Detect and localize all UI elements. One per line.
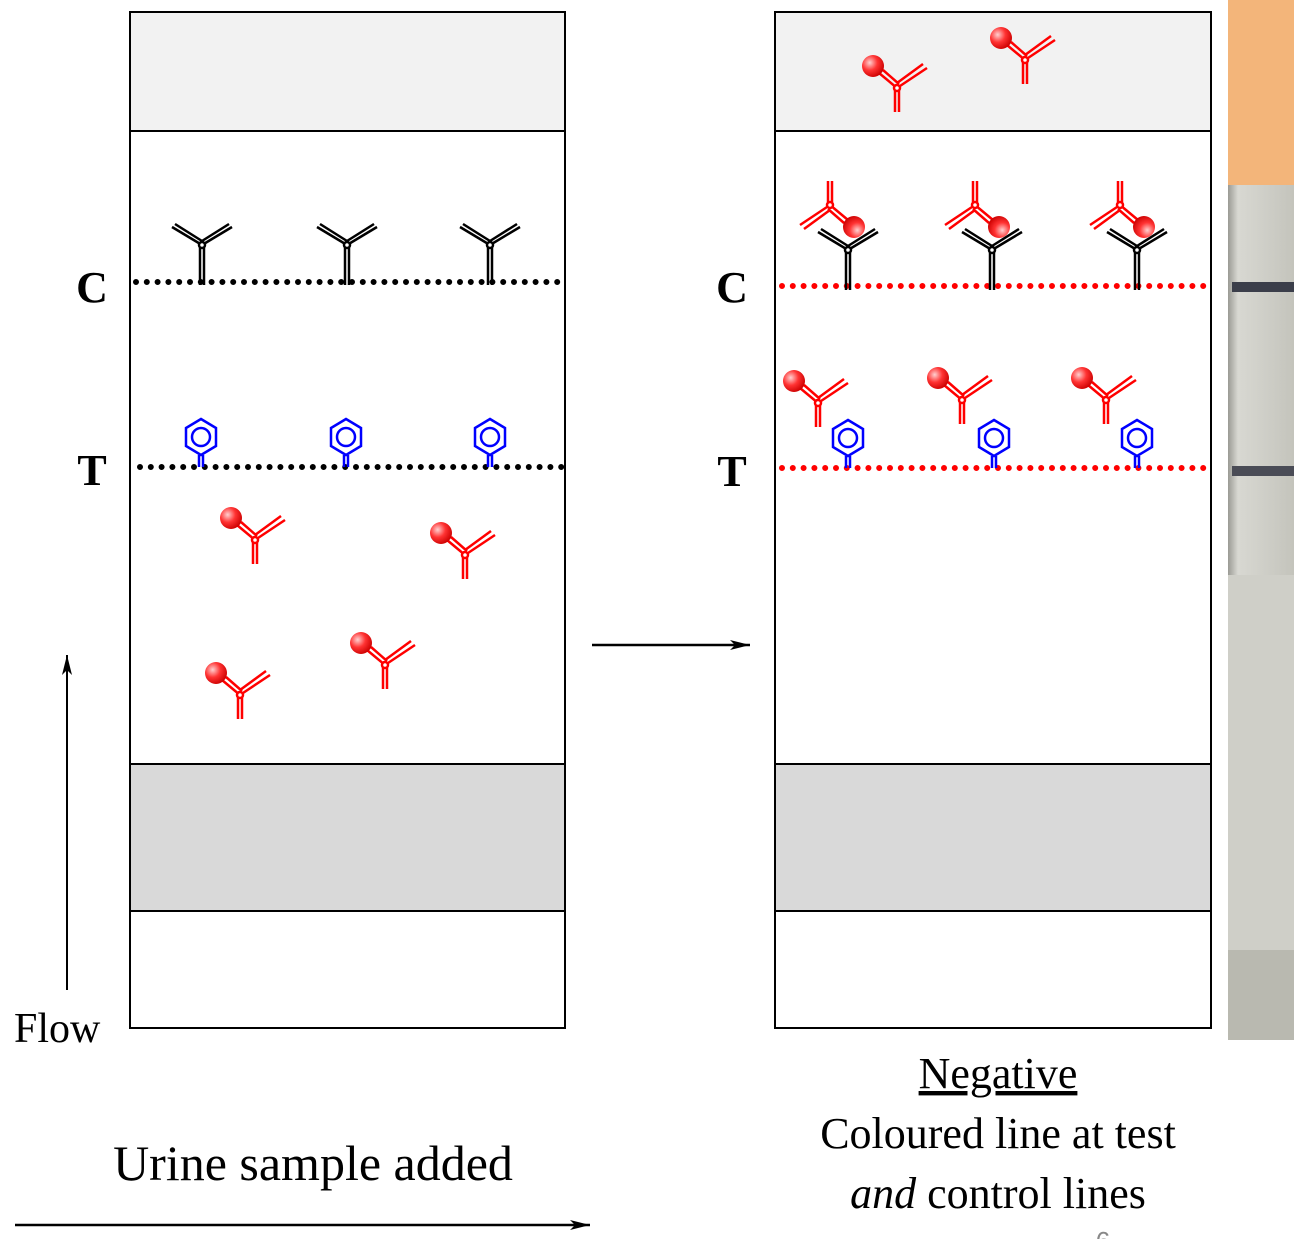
flow-label: Flow: [14, 1006, 101, 1052]
emphasis: and: [850, 1169, 917, 1218]
test-label: T: [717, 447, 746, 496]
page-number: 6: [1096, 1226, 1110, 1239]
result-title: Negative: [919, 1049, 1078, 1098]
text: control lines: [916, 1169, 1146, 1218]
control-label: C: [716, 263, 748, 312]
control-label: C: [76, 263, 108, 312]
right-strip: [774, 11, 1212, 1029]
result-line: Coloured line at test: [820, 1109, 1176, 1158]
caption: Urine sample added: [113, 1135, 513, 1191]
left-strip: [129, 11, 566, 1029]
test-label: T: [77, 446, 106, 495]
result-line: and control lines: [850, 1169, 1146, 1218]
photo: [1228, 0, 1294, 1040]
